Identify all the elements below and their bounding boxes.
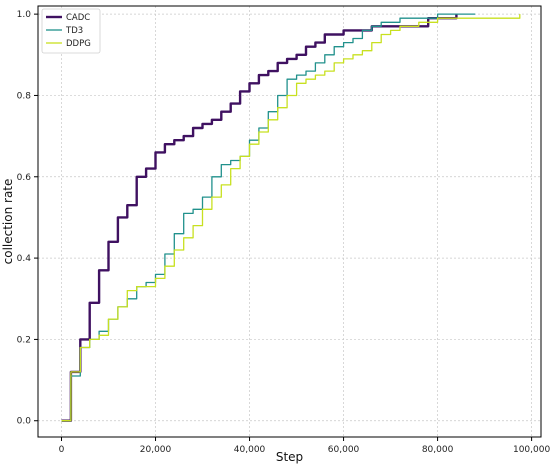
legend: CADC TD3 DDPG (41, 8, 101, 54)
y-tick-label: 0.0 (17, 417, 32, 427)
series-line-ddpg (61, 14, 521, 422)
x-tick-label: 100,000 (513, 445, 550, 455)
x-tick-label: 0 (59, 445, 65, 455)
legend-label-td3: TD3 (65, 26, 83, 36)
y-axis-ticks: 0.0 0.2 0.4 0.6 0.8 1.0 (17, 10, 38, 427)
x-axis-label: Step (276, 450, 303, 464)
legend-label-ddpg: DDPG (66, 39, 91, 49)
x-tick-label: 60,000 (328, 445, 360, 455)
series-group (61, 13, 521, 422)
y-tick-label: 1.0 (17, 10, 32, 20)
y-tick-label: 0.4 (17, 254, 32, 264)
y-axis-label: collection rate (1, 179, 15, 265)
x-tick-label: 20,000 (140, 445, 172, 455)
y-tick-label: 0.2 (17, 335, 31, 345)
y-tick-label: 0.6 (17, 173, 32, 183)
x-axis-ticks: 0 20,000 40,000 60,000 80,000 100,000 (59, 437, 550, 455)
series-line-cadc (61, 14, 458, 422)
y-tick-label: 0.8 (17, 91, 32, 101)
legend-label-cadc: CADC (66, 13, 90, 23)
plot-frame (37, 5, 542, 438)
x-tick-label: 40,000 (234, 445, 266, 455)
legend-box (41, 8, 101, 54)
x-tick-label: 80,000 (422, 445, 454, 455)
